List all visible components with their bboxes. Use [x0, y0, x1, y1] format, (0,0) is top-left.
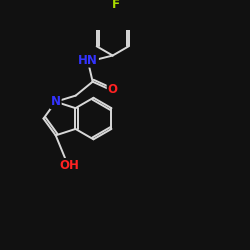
- Text: N: N: [51, 95, 61, 108]
- Text: HN: HN: [78, 54, 98, 67]
- Text: F: F: [112, 0, 120, 11]
- Text: O: O: [108, 83, 118, 96]
- Text: OH: OH: [60, 159, 80, 172]
